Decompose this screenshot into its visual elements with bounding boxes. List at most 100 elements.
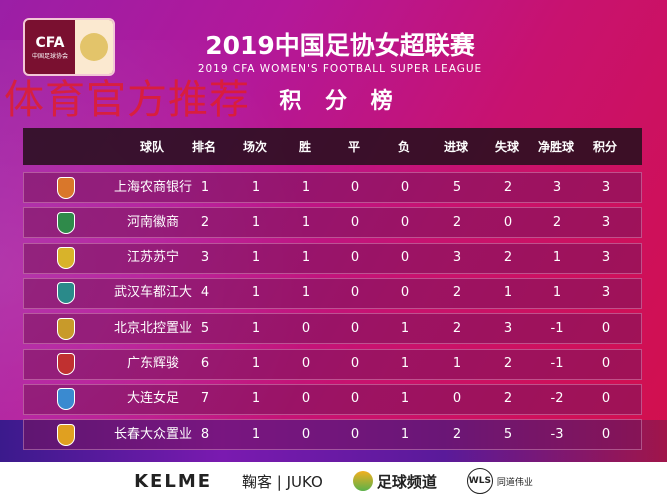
stat-cell: 3 — [601, 250, 611, 266]
team-name: 上海农商银行 — [113, 179, 193, 195]
stat-cell: 2 — [503, 179, 513, 195]
ftv-text: 足球频道 — [376, 472, 437, 491]
stat-cell: 1 — [301, 214, 311, 230]
column-header: 净胜球 — [537, 139, 575, 154]
stat-cell: 1 — [251, 250, 261, 266]
team-crest-icon — [57, 317, 75, 340]
stat-cell: 0 — [400, 285, 410, 301]
stat-cell: 3 — [601, 285, 611, 301]
stat-cell: 0 — [350, 320, 360, 336]
team-name: 广东辉骏 — [126, 356, 180, 371]
stat-cell: 1 — [400, 391, 410, 407]
stat-cell: 1 — [251, 285, 261, 301]
column-header: 负 — [397, 139, 411, 154]
team-crest-icon — [57, 247, 75, 270]
table-row: 武汉车都江大 4 1 1 0 0 2 1 1 3 — [23, 277, 642, 309]
stat-cell: 1 — [251, 214, 261, 230]
stat-cell: 0 — [503, 214, 513, 230]
table-title: 积 分 榜 — [279, 89, 401, 114]
table-row: 上海农商银行 1 1 1 0 0 5 2 3 3 — [23, 172, 642, 203]
stat-cell: 1 — [251, 356, 261, 371]
league-emblem-icon — [80, 33, 108, 61]
stat-cell: 1 — [251, 391, 261, 407]
stat-cell: 0 — [601, 426, 611, 442]
stat-cell: -1 — [550, 320, 564, 336]
stat-cell: 1 — [400, 426, 410, 442]
column-header: 失球 — [494, 139, 520, 154]
stat-cell: 3 — [601, 179, 611, 195]
column-header: 积分 — [592, 139, 618, 154]
stat-cell: 0 — [350, 214, 360, 230]
column-header: 场次 — [242, 139, 268, 154]
ftv-logo: 足球频道 — [352, 471, 437, 492]
stat-cell: 0 — [400, 250, 410, 266]
column-header: 平 — [347, 139, 361, 154]
ftv-icon — [352, 471, 373, 491]
stat-cell: 3 — [200, 250, 210, 266]
column-header: 胜 — [298, 139, 312, 154]
stat-cell: 0 — [301, 391, 311, 407]
stat-cell: 1 — [301, 250, 311, 266]
logo-subtext: 中国足球协会 — [31, 52, 68, 60]
page-title: 2019中国足协女超联赛 — [205, 31, 475, 60]
stat-cell: 0 — [301, 320, 311, 336]
stat-cell: 1 — [301, 285, 311, 301]
stat-cell: 1 — [552, 250, 562, 266]
stat-cell: 0 — [350, 426, 360, 442]
stat-cell: 1 — [452, 356, 462, 371]
stat-cell: 1 — [400, 356, 410, 371]
table-row: 江苏苏宁 3 1 1 0 0 3 2 1 3 — [23, 242, 642, 274]
stat-cell: 4 — [200, 285, 210, 301]
stat-cell: 2 — [452, 426, 462, 442]
stat-cell: 3 — [452, 250, 462, 266]
sponsor-footer: KELME 鞠客 | JUKO 足球频道 WLS 同道伟业 — [0, 462, 667, 500]
table-row: 大连女足 7 1 0 0 1 0 2 -2 0 — [23, 383, 642, 415]
table-row: 广东辉骏 6 1 0 0 1 1 2 -1 0 — [23, 348, 642, 380]
column-header: 球队 — [139, 139, 165, 154]
kelme-logo: KELME — [134, 470, 213, 492]
team-name: 江苏苏宁 — [126, 250, 180, 266]
column-header: 排名 — [191, 139, 217, 154]
table-header: 球队 排名 场次 胜 平 负 进球 失球 净胜球 积分 — [23, 128, 642, 165]
stat-cell: 3 — [503, 320, 513, 336]
stat-cell: 5 — [452, 179, 462, 195]
stat-cell: 1 — [301, 179, 311, 195]
stat-cell: 2 — [200, 214, 210, 230]
stat-cell: 8 — [200, 426, 210, 442]
stat-cell: 0 — [400, 214, 410, 230]
stat-cell: 2 — [452, 285, 462, 301]
wls-mark: WLS — [466, 468, 493, 494]
team-name: 大连女足 — [126, 391, 180, 407]
stat-cell: -1 — [550, 356, 564, 371]
stat-cell: 1 — [251, 426, 261, 442]
logo-text: CFA — [35, 34, 65, 51]
stat-cell: 3 — [552, 179, 562, 195]
stat-cell: 1 — [400, 320, 410, 336]
stat-cell: 0 — [301, 356, 311, 371]
table-row: 北京北控置业 5 1 0 0 1 2 3 -1 0 — [23, 313, 642, 345]
stat-cell: 6 — [200, 356, 210, 371]
team-name: 武汉车都江大 — [113, 285, 193, 301]
stat-cell: 1 — [251, 320, 261, 336]
stat-cell: 0 — [601, 320, 611, 336]
page-subtitle: 2019 CFA WOMEN'S FOOTBALL SUPER LEAGUE — [197, 63, 483, 75]
team-crest-icon — [57, 211, 75, 234]
stat-cell: 0 — [452, 391, 462, 407]
stat-cell: 0 — [601, 356, 611, 371]
team-crest-icon — [57, 353, 75, 375]
stat-cell: -2 — [550, 391, 564, 407]
stat-cell: 2 — [452, 214, 462, 230]
stat-cell: 3 — [601, 214, 611, 230]
table-row: 河南徽商 2 1 1 0 0 2 0 2 3 — [23, 207, 642, 239]
stat-cell: 7 — [200, 391, 210, 407]
stat-cell: 5 — [200, 320, 210, 336]
stat-cell: 1 — [552, 285, 562, 301]
column-header: 进球 — [443, 139, 469, 154]
team-crest-icon — [57, 176, 75, 199]
stat-cell: 1 — [503, 285, 513, 301]
wls-text: 同道伟业 — [496, 477, 533, 488]
stat-cell: 0 — [350, 250, 360, 266]
stat-cell: 0 — [601, 391, 611, 407]
stat-cell: 0 — [400, 179, 410, 195]
stat-cell: -3 — [550, 426, 564, 442]
